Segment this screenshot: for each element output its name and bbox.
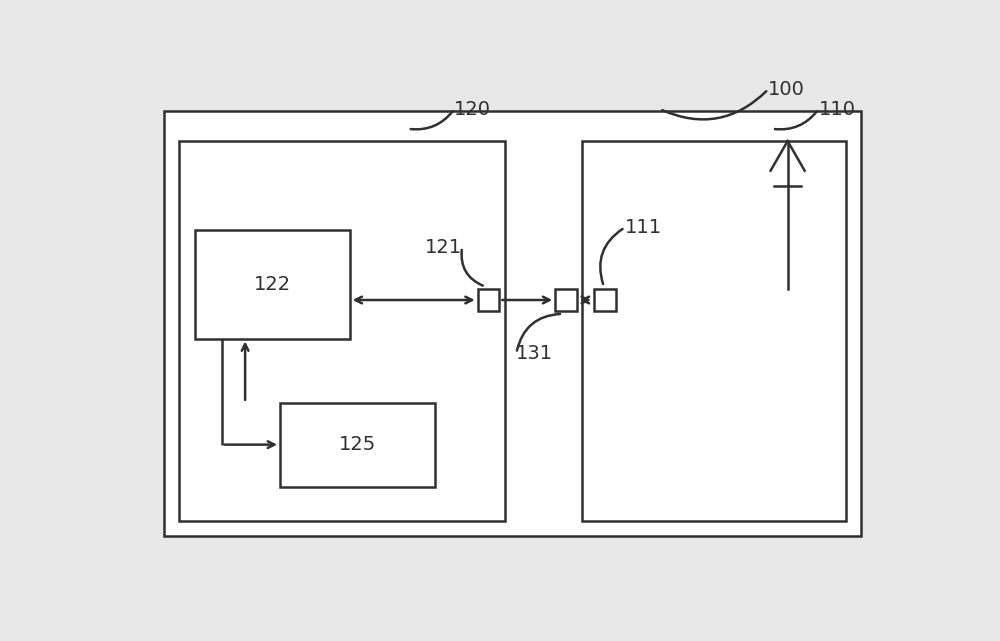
FancyBboxPatch shape xyxy=(195,230,350,338)
Text: 110: 110 xyxy=(819,99,856,119)
Text: 131: 131 xyxy=(516,344,554,363)
FancyBboxPatch shape xyxy=(164,112,861,536)
Text: 122: 122 xyxy=(254,275,291,294)
FancyBboxPatch shape xyxy=(594,289,616,312)
FancyBboxPatch shape xyxy=(478,289,499,312)
FancyBboxPatch shape xyxy=(280,403,435,487)
FancyBboxPatch shape xyxy=(582,141,846,521)
Text: 125: 125 xyxy=(339,435,376,454)
FancyBboxPatch shape xyxy=(179,141,505,521)
Text: 120: 120 xyxy=(454,99,491,119)
Text: 121: 121 xyxy=(425,238,462,256)
Text: 111: 111 xyxy=(625,218,662,237)
Text: 100: 100 xyxy=(768,79,805,99)
FancyBboxPatch shape xyxy=(555,289,577,312)
